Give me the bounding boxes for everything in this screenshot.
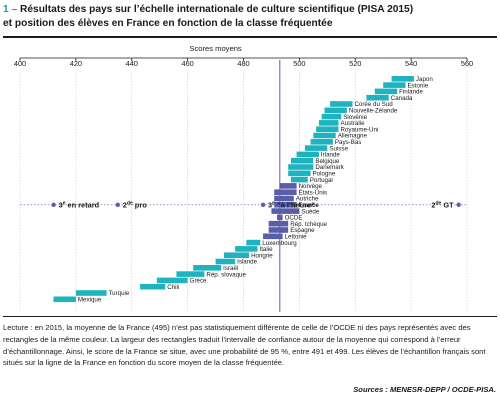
figure-title: 1 – Résultats des pays sur l’échelle int… (3, 3, 497, 31)
france-position-marker-1 (51, 202, 56, 207)
bar-label-ocde: OCDE (285, 215, 303, 222)
bar-luxembourg (246, 239, 261, 246)
bar-islande (215, 258, 236, 265)
france-position-label-4: 2de GT (431, 201, 454, 210)
bar-label--tats-unis: États-Unis (299, 189, 328, 196)
bar-autriche (274, 195, 294, 202)
france-position-label-2: 2de pro (123, 201, 147, 210)
bar-estonie (383, 82, 406, 88)
bar-label-irlande: Irlande (321, 152, 340, 159)
bar-label-espagne: Espagne (290, 227, 315, 234)
bar-label-lettonie: Lettonie (285, 234, 308, 241)
bar-canada (366, 94, 389, 101)
figure-title-line2: et position des élèves en France en fonc… (3, 18, 333, 29)
bar-label-gr-ce: Grèce (190, 278, 207, 285)
x-tick-label-440: 440 (126, 59, 138, 68)
bar-label-italie: Italie (259, 246, 273, 253)
bar-label-france: France (299, 202, 320, 209)
reading-note: Lecture : en 2015, la moyenne de la Fran… (3, 323, 486, 368)
bar-label-allemagne: Allemagne (338, 133, 368, 140)
bar-gr-ce (156, 277, 188, 284)
bar-label-pays-bas: Pays-Bas (335, 139, 361, 146)
x-tick-label-420: 420 (70, 59, 82, 68)
bar-isra-l (193, 265, 222, 271)
bar-italie (235, 246, 258, 252)
x-tick-label-400: 400 (14, 59, 26, 68)
bar-label-autriche: Autriche (296, 196, 319, 203)
bar-label-pologne: Pologne (313, 171, 336, 178)
bar-label-cor-e-du-sud: Corée du Sud (354, 101, 393, 108)
bar-label-estonie: Estonie (408, 82, 429, 89)
bar-label-turquie: Turquie (109, 290, 130, 297)
bar-label-nouvelle-z-lande: Nouvelle-Zélande (349, 108, 398, 115)
bar-label-suisse: Suisse (329, 145, 348, 152)
bar-label-finlande: Finlande (399, 89, 423, 96)
bar-r-p-slovaque (176, 271, 205, 277)
x-tick-label-560: 560 (461, 59, 473, 68)
bar-lettonie (263, 233, 283, 240)
x-tick-label-540: 540 (405, 59, 417, 68)
bar-pologne (288, 170, 311, 177)
bar-label-royaume-uni: Royaume-Uni (340, 126, 378, 133)
bar-label-portugal: Portugal (310, 177, 333, 184)
bar-suisse (304, 145, 328, 151)
bar-label-su-de: Suède (301, 208, 319, 215)
bar-label-norv-ge: Norvège (299, 183, 323, 190)
bar-cor-e-du-sud (330, 101, 353, 107)
bar--tats-unis (274, 189, 297, 195)
bar-espagne (268, 227, 289, 233)
france-position-marker-4 (456, 202, 461, 207)
bar-allemagne (313, 132, 336, 139)
bar-japon (391, 76, 414, 82)
figure-number: 1 – (3, 4, 18, 15)
bar-norv-ge (279, 183, 297, 189)
bar-chili (140, 283, 166, 290)
x-tick-label-520: 520 (349, 59, 361, 68)
bar-france (274, 202, 297, 208)
pisa-chart: Scores moyens 400 420 440 460 480 500 520 540 560… (14, 44, 473, 312)
bar-slov-nie (321, 113, 342, 120)
bar-pays-bas (310, 139, 333, 145)
bar-mexique (53, 296, 76, 303)
bar-hongrie (223, 252, 250, 258)
bar-label-japon: Japon (416, 76, 433, 83)
figure-title-line1: Résultats des pays sur l’échelle interna… (20, 4, 414, 15)
bar-label-luxembourg: Luxembourg (262, 240, 297, 247)
bar-ocde (277, 214, 283, 221)
bar-su-de (271, 208, 300, 214)
chart-bottom-rule (3, 316, 497, 317)
bar-royaume-uni (316, 126, 339, 132)
france-position-marker-2 (115, 202, 120, 207)
bar-label-danemark: Danemark (315, 164, 344, 171)
bar-label-mexique: Mexique (78, 297, 102, 304)
bar-portugal (290, 176, 308, 183)
bar-label-hongrie: Hongrie (251, 252, 273, 259)
bar-label-chili: Chili (167, 284, 179, 291)
chart-frame (3, 36, 497, 316)
x-tick-label-480: 480 (237, 59, 249, 68)
france-position-marker-3 (260, 202, 266, 207)
france-position-label-3: 3e “à l’heure” (268, 201, 315, 210)
france-position-label-1: 3e en retard (59, 201, 100, 210)
sources-text: Sources : MENESR-DEPP / OCDE-PISA. (353, 385, 496, 394)
x-tick-label-460: 460 (181, 59, 193, 68)
bar-label-canada: Canada (391, 95, 413, 102)
bar-belgique (290, 157, 314, 164)
bar-label-r-p-tch-que: Rép. tchèque (290, 221, 327, 228)
bar-label-r-p-slovaque: Rép. slovaque (206, 271, 246, 278)
bar-label-belgique: Belgique (315, 158, 340, 165)
bar-r-p-tch-que (268, 220, 289, 227)
x-axis-title: Scores moyens (189, 44, 242, 53)
bar-turquie (75, 290, 107, 296)
bar-irlande (296, 151, 319, 158)
bar-label-australie: Australie (340, 120, 365, 127)
x-tick-label-500: 500 (293, 59, 305, 68)
bar-label-isra-l: Israël (223, 265, 238, 272)
bar-finlande (374, 88, 398, 95)
bar-danemark (288, 164, 314, 170)
bar-label-slov-nie: Slovénie (343, 114, 367, 121)
bar-label-islande: Islande (237, 259, 258, 266)
bar-australie (318, 120, 339, 126)
bar-nouvelle-z-lande (324, 107, 347, 114)
